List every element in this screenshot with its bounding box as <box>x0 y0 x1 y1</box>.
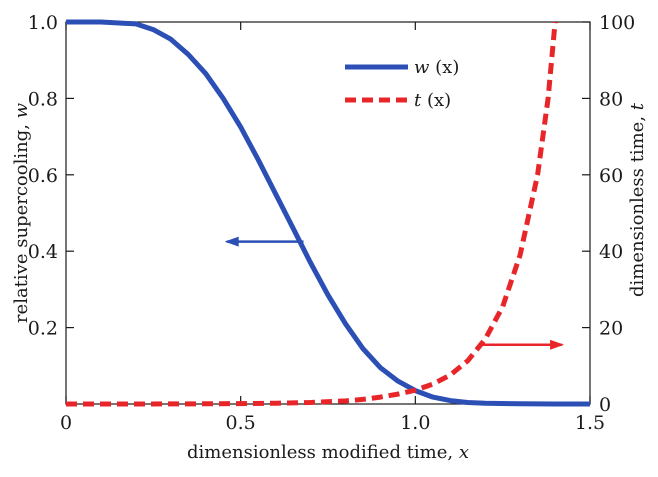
x-tick-label: 1.0 <box>400 412 430 434</box>
arrow-left-head <box>224 236 239 247</box>
y-left-tick-label: 0.6 <box>28 165 58 187</box>
axis-ticks <box>65 21 591 405</box>
x-tick-label: 0.5 <box>226 412 256 434</box>
y-right-tick-label: 20 <box>599 318 623 340</box>
y-right-tick-label: 80 <box>599 88 623 110</box>
x-tick-label: 1.5 <box>575 412 605 434</box>
arrow-right-head <box>550 339 565 350</box>
y-right-tick-label: 0 <box>599 394 611 416</box>
legend-label-t: t (x) <box>414 90 451 111</box>
y-left-axis-label: relative supercooling, w <box>11 102 32 323</box>
plot-area <box>65 21 591 405</box>
y-left-tick-label: 0.2 <box>28 318 58 340</box>
legend: w (x) t (x) <box>345 57 459 111</box>
y-right-tick-label: 40 <box>599 241 623 263</box>
tick-labels: 0 0.5 1.0 1.5 0.2 0.4 0.6 0.8 1.0 0 20 40 60 80 100 <box>28 12 635 434</box>
y-right-tick-label: 100 <box>599 12 635 34</box>
y-right-axis-label: dimensionless time, t <box>627 102 648 297</box>
annotation-layer <box>224 236 565 350</box>
series-line-w <box>66 19 590 407</box>
legend-label-w: w (x) <box>414 57 459 78</box>
y-right-tick-label: 60 <box>599 165 623 187</box>
y-left-tick-label: 0.8 <box>28 88 58 110</box>
series-line-t <box>66 21 558 407</box>
y-left-tick-label: 1.0 <box>28 12 58 34</box>
x-axis-label: dimensionless modified time, x <box>187 442 469 463</box>
series-layer <box>66 19 590 407</box>
x-tick-label: 0 <box>60 412 72 434</box>
y-left-tick-label: 0.4 <box>28 241 58 263</box>
